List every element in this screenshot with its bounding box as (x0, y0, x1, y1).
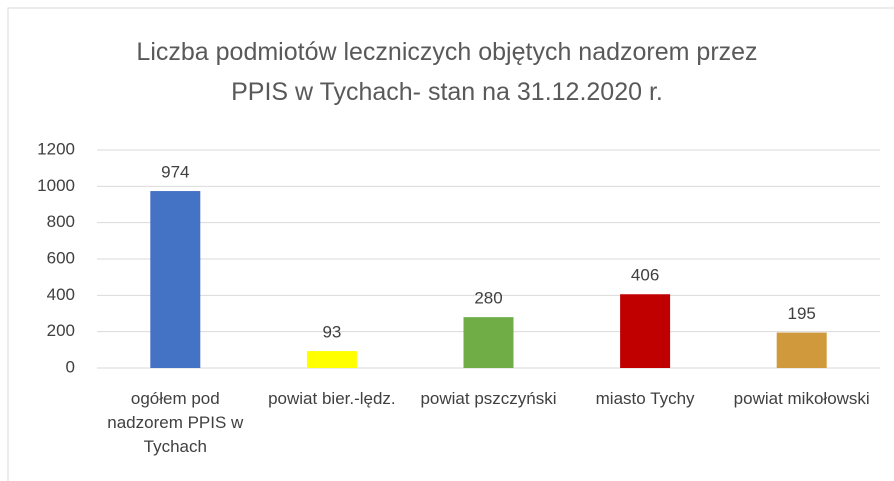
bar (150, 191, 201, 368)
x-tick-label: powiat bier.-lędz. (268, 389, 396, 408)
bar (620, 294, 671, 368)
y-tick-label: 600 (47, 248, 75, 267)
x-tick-label: powiat mikołowski (733, 389, 870, 408)
y-tick-label: 800 (47, 212, 75, 231)
y-tick-label: 1200 (37, 139, 75, 158)
chart-frame (7, 7, 894, 481)
data-label: 93 (322, 323, 341, 342)
chart-title: Liczba podmiotów leczniczych objętych na… (136, 38, 758, 106)
data-label: 974 (161, 163, 189, 182)
y-tick-label: 400 (47, 285, 75, 304)
x-tick-label: powiat pszczyński (420, 389, 557, 408)
y-tick-label: 0 (66, 357, 75, 376)
bar (776, 332, 827, 368)
data-label: 195 (788, 304, 816, 323)
data-label: 280 (474, 289, 502, 308)
y-tick-label: 1000 (37, 176, 75, 195)
y-tick-label: 200 (47, 321, 75, 340)
bar (463, 317, 514, 368)
bar (306, 351, 357, 368)
x-tick-label: miasto Tychy (595, 389, 695, 408)
data-label: 406 (631, 266, 659, 285)
x-tick-label: ogółem pod nadzorem PPIS w Tychach (107, 389, 244, 456)
